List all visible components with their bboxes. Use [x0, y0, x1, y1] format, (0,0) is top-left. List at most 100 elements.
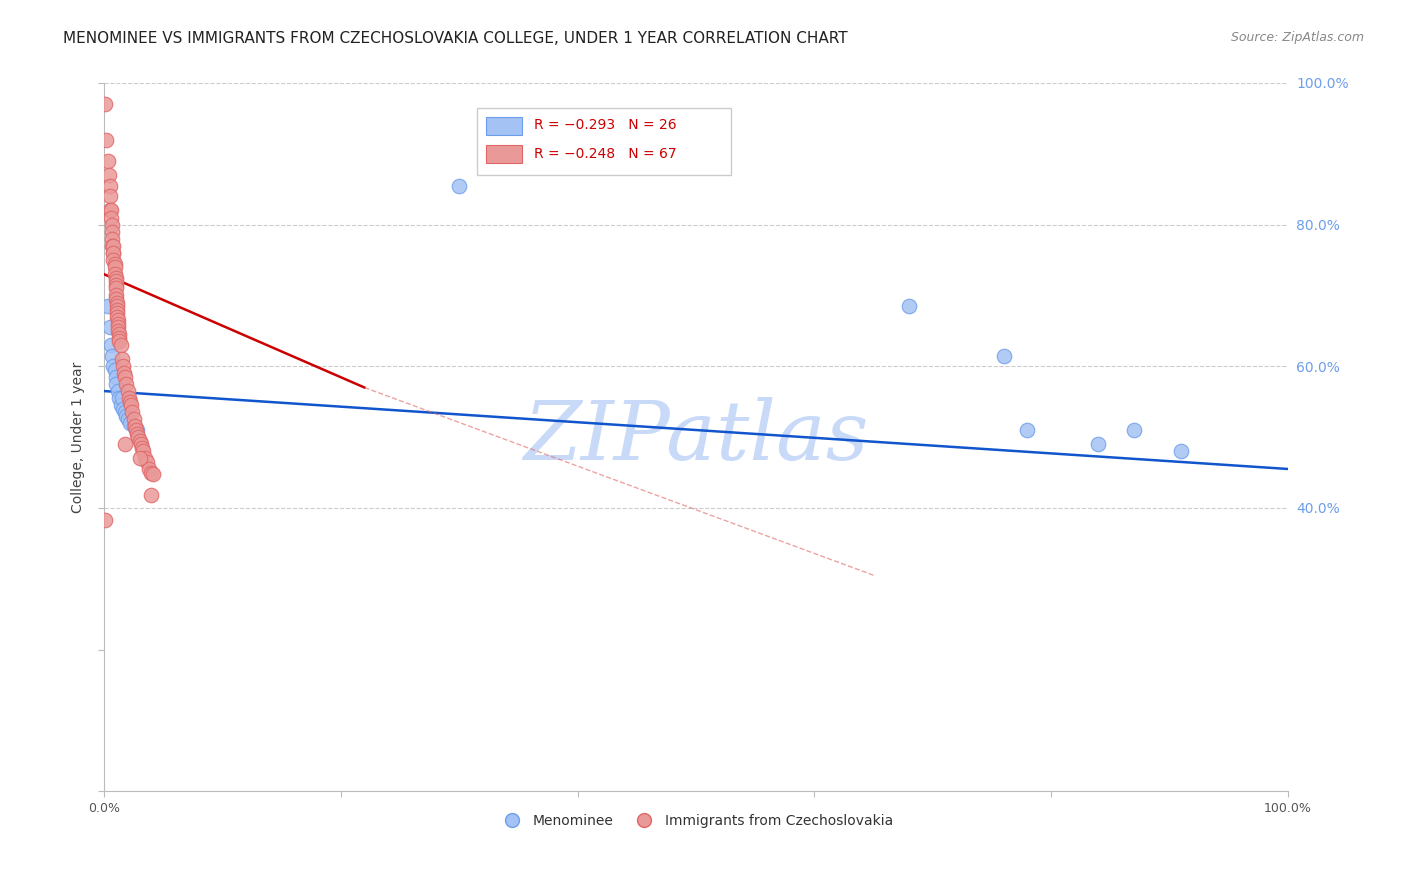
Point: [449, 178, 471, 193]
Point: [114, 437, 136, 451]
Point: [103, 246, 125, 260]
FancyBboxPatch shape: [486, 145, 522, 163]
Point: [141, 466, 163, 480]
Point: [104, 277, 127, 292]
Point: [134, 451, 156, 466]
Point: [105, 306, 128, 320]
Point: [132, 444, 155, 458]
Point: [107, 317, 129, 331]
Point: [127, 423, 149, 437]
Point: [111, 391, 134, 405]
Point: [101, 232, 124, 246]
Point: [898, 299, 921, 313]
Point: [127, 430, 149, 444]
Point: [128, 434, 150, 448]
Point: [100, 203, 122, 218]
Y-axis label: College, Under 1 year: College, Under 1 year: [72, 361, 86, 513]
Point: [105, 295, 128, 310]
Point: [129, 437, 152, 451]
Point: [1123, 423, 1146, 437]
Point: [121, 405, 143, 419]
Point: [1017, 423, 1039, 437]
Point: [104, 363, 127, 377]
Point: [1170, 444, 1192, 458]
Point: [107, 320, 129, 334]
Point: [110, 398, 132, 412]
Point: [141, 488, 163, 502]
Point: [128, 451, 150, 466]
Point: [111, 401, 134, 416]
Point: [112, 367, 135, 381]
Point: [94, 513, 117, 527]
Point: [114, 405, 136, 419]
Point: [114, 370, 136, 384]
Point: [118, 391, 141, 405]
Point: [104, 260, 127, 274]
Point: [100, 338, 122, 352]
Point: [104, 292, 127, 306]
Point: [105, 310, 128, 324]
Point: [108, 391, 131, 405]
FancyBboxPatch shape: [477, 108, 731, 175]
Point: [97, 168, 120, 182]
Text: R = −0.248   N = 67: R = −0.248 N = 67: [534, 147, 676, 161]
Point: [94, 97, 117, 112]
Point: [107, 313, 129, 327]
Point: [107, 384, 129, 398]
Text: R = −0.293   N = 26: R = −0.293 N = 26: [534, 119, 676, 132]
Point: [108, 327, 131, 342]
Point: [125, 423, 148, 437]
Point: [120, 398, 142, 412]
Point: [138, 462, 160, 476]
Point: [108, 331, 131, 345]
Point: [118, 394, 141, 409]
Point: [103, 246, 125, 260]
Point: [98, 203, 121, 218]
Point: [104, 274, 127, 288]
Point: [124, 419, 146, 434]
Point: [115, 409, 138, 423]
Point: [98, 178, 121, 193]
Point: [131, 441, 153, 455]
Point: [104, 270, 127, 285]
Point: [118, 416, 141, 430]
Point: [105, 299, 128, 313]
Legend: Menominee, Immigrants from Czechoslovakia: Menominee, Immigrants from Czechoslovaki…: [492, 809, 898, 834]
Point: [115, 376, 138, 391]
Point: [103, 359, 125, 374]
Point: [104, 267, 127, 281]
Point: [104, 281, 127, 295]
Point: [103, 239, 125, 253]
Point: [110, 338, 132, 352]
Point: [101, 349, 124, 363]
Point: [122, 419, 145, 434]
Point: [141, 467, 163, 481]
Point: [117, 412, 139, 426]
Text: ZIPatlas: ZIPatlas: [523, 397, 869, 477]
Point: [98, 189, 121, 203]
Point: [96, 153, 118, 168]
Point: [96, 133, 118, 147]
Point: [993, 349, 1015, 363]
Point: [100, 211, 122, 225]
Point: [98, 320, 121, 334]
Point: [105, 302, 128, 317]
Point: [101, 239, 124, 253]
Point: [96, 299, 118, 313]
Point: [107, 324, 129, 338]
Text: Source: ZipAtlas.com: Source: ZipAtlas.com: [1230, 31, 1364, 45]
Point: [104, 376, 127, 391]
Point: [101, 225, 124, 239]
Point: [101, 218, 124, 232]
Point: [104, 288, 127, 302]
Point: [111, 359, 134, 374]
Point: [135, 455, 157, 469]
Point: [1087, 437, 1109, 451]
Point: [111, 352, 134, 367]
Point: [104, 370, 127, 384]
FancyBboxPatch shape: [486, 117, 522, 135]
Point: [127, 426, 149, 441]
Point: [122, 412, 145, 426]
Point: [104, 256, 127, 270]
Text: MENOMINEE VS IMMIGRANTS FROM CZECHOSLOVAKIA COLLEGE, UNDER 1 YEAR CORRELATION CH: MENOMINEE VS IMMIGRANTS FROM CZECHOSLOVA…: [63, 31, 848, 46]
